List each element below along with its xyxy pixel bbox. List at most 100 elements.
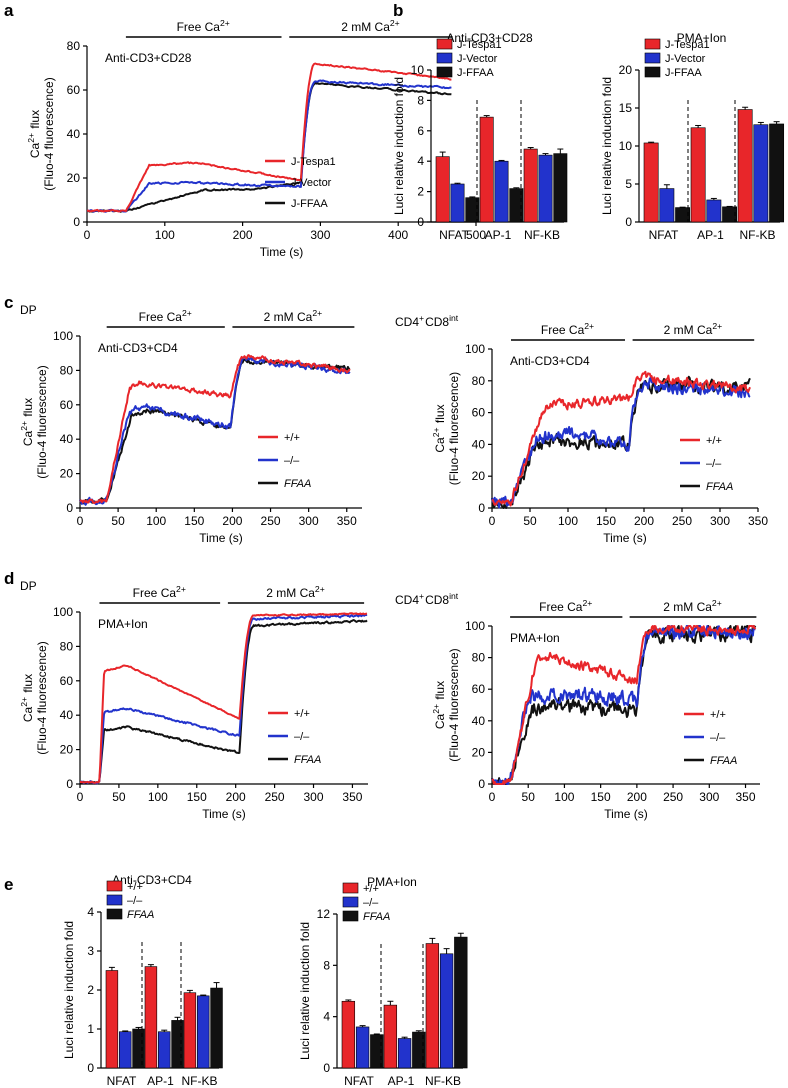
legend-label: +/+ [284, 432, 300, 444]
y-axis-title: Luci relative induction fold [392, 77, 406, 215]
y-tick-label: 15 [619, 101, 633, 115]
y-tick-label: 40 [60, 432, 74, 446]
x-tick-label: 100 [155, 228, 175, 242]
y-tick-label: 4 [87, 905, 94, 919]
y-tick-label: 40 [67, 127, 81, 141]
bar-chart-b2: 0 5 10 15 20 Luci relative induction fold PMA+… [600, 31, 785, 242]
bar-blue [355, 1026, 370, 1069]
x-tick-label: 50 [111, 514, 125, 528]
legend-swatch [342, 910, 359, 922]
series-line-red [79, 354, 351, 504]
x-tick-label: 300 [710, 514, 730, 528]
legend-label: +/+ [710, 709, 726, 721]
y-tick-label: 2 [417, 185, 424, 199]
y-tick-label: 80 [472, 374, 486, 388]
legend-swatch [436, 38, 453, 50]
legend-label: FFAA [284, 478, 311, 490]
panel-label-e: e [4, 875, 13, 894]
y-tick-label: 40 [472, 714, 486, 728]
bar-black [553, 153, 568, 223]
y-tick-label: 60 [472, 406, 486, 420]
bracket-ca-label: 2 mM Ca2+ [341, 18, 401, 34]
y-axis-subtitle: (Fluo-4 fluorescence) [42, 77, 56, 190]
category-label: NFAT [649, 228, 679, 242]
y-tick-label: 60 [60, 674, 74, 688]
y-axis-title: Ca2+ flux [26, 110, 42, 158]
legend-swatch [644, 38, 661, 50]
y-tick-label: 0 [417, 215, 424, 229]
x-tick-label: 250 [672, 514, 692, 528]
bar-chart-e2: 0 4 8 12 Luci relative induction fold PMA+Ion… [298, 875, 468, 1088]
legend-swatch [106, 894, 123, 906]
y-tick-label: 0 [323, 1061, 330, 1075]
x-tick-label: 300 [699, 790, 719, 804]
y-tick-label: 0 [625, 215, 632, 229]
series-line-blue [491, 625, 756, 785]
bar-blue [706, 199, 722, 223]
y-tick-label: 20 [67, 171, 81, 185]
legend-swatch [644, 66, 661, 78]
line-chart-c2: 0 50 100 150 200 250 300 350 0 20 40 60 80 100 Time (s… [395, 313, 768, 545]
bracket-free-label: Free Ca2+ [541, 321, 595, 337]
legend-label: –/– [706, 458, 722, 470]
y-tick-label: 100 [53, 329, 73, 343]
legend-swatch [436, 52, 453, 64]
x-tick-label: 300 [299, 514, 319, 528]
x-tick-label: 100 [146, 514, 166, 528]
population-label: DP [20, 303, 37, 317]
y-tick-label: 1 [87, 1022, 94, 1036]
x-axis-title: Time (s) [604, 807, 648, 821]
bar-blue [439, 953, 454, 1069]
y-tick-label: 20 [472, 469, 486, 483]
bar-black [454, 936, 468, 1069]
bar-blue [397, 1038, 412, 1069]
category-label: AP-1 [485, 228, 512, 242]
bar-blue [119, 1031, 132, 1069]
bracket-ca-label: 2 mM Ca2+ [663, 598, 723, 614]
bar-blue [158, 1031, 171, 1069]
legend-swatch [342, 896, 359, 908]
legend-label: FFAA [710, 755, 737, 767]
bar-red [383, 1004, 398, 1069]
legend-label: J-Vector [665, 53, 706, 65]
population-label: DP [20, 579, 37, 593]
x-tick-label: 0 [77, 790, 84, 804]
y-axis-subtitle: (Fluo-4 fluorescence) [447, 648, 461, 761]
bracket-free-label: Free Ca2+ [539, 598, 593, 614]
y-axis-title: Ca2+ flux [431, 404, 447, 452]
x-tick-label: 50 [522, 790, 536, 804]
y-tick-label: 8 [417, 93, 424, 107]
bar-red [479, 116, 494, 223]
panel-label-b: b [393, 1, 403, 20]
x-tick-label: 150 [184, 514, 204, 528]
x-tick-label: 250 [265, 790, 285, 804]
category-label: NF-KB [425, 1074, 461, 1088]
x-tick-label: 0 [489, 790, 496, 804]
line-chart-d1: 0 50 100 150 200 250 300 350 0 20 40 60 80 100 Time (s… [19, 579, 368, 821]
y-tick-label: 5 [625, 177, 632, 191]
bar-blue [659, 188, 675, 223]
x-tick-label: 350 [337, 514, 357, 528]
category-label: NFAT [107, 1074, 137, 1088]
x-tick-label: 150 [591, 790, 611, 804]
series-line-red [86, 62, 452, 213]
bar-red [425, 943, 440, 1069]
y-tick-label: 10 [619, 139, 633, 153]
x-tick-label: 0 [489, 514, 496, 528]
chart-title: PMA+Ion [98, 617, 148, 631]
legend-label: J-Tespa1 [291, 156, 336, 168]
chart-title: Anti-CD3+CD28 [105, 51, 192, 65]
legend-label: J-Tespa1 [665, 39, 710, 51]
bar-blue [494, 160, 509, 223]
bar-red [737, 109, 753, 223]
x-tick-label: 0 [84, 228, 91, 242]
y-axis-title: Ca2+ flux [431, 681, 447, 729]
y-tick-label: 60 [472, 682, 486, 696]
bar-blue [753, 124, 769, 223]
y-axis-title: Luci relative induction fold [600, 77, 614, 215]
series-line-blue [79, 356, 351, 506]
y-tick-label: 100 [465, 619, 485, 633]
legend-swatch [342, 882, 359, 894]
y-tick-label: 2 [87, 983, 94, 997]
